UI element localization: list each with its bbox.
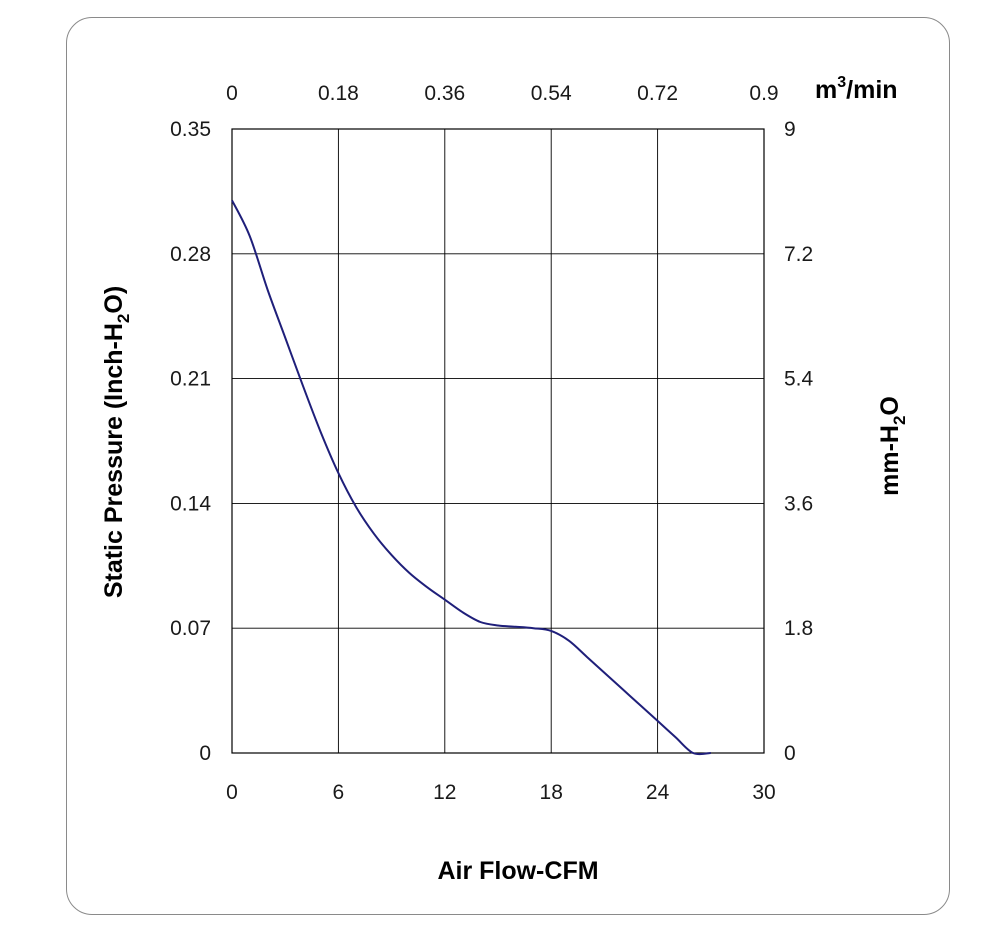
y2-tick-label: 7.2: [784, 243, 813, 266]
x-tick-labels: 0 6 12 18 24 30: [226, 781, 776, 804]
y-axis-title-left: Static Pressure (Inch-H2O): [100, 286, 133, 598]
y-tick-label: 0: [199, 742, 211, 765]
chart-frame: [66, 17, 950, 915]
x2-axis-title-main: m: [815, 76, 837, 104]
x2-axis-title-end: /min: [846, 76, 897, 104]
y-tick-label: 0.14: [170, 492, 211, 515]
x2-axis-title-sup: 3: [837, 74, 846, 91]
y2-tick-label: 0: [784, 742, 796, 765]
x-tick-label: 18: [540, 781, 563, 804]
y-axis-title-right-sub: 2: [890, 416, 909, 425]
y-axis-title-left-main: Static Pressure (Inch-H: [100, 323, 128, 598]
y2-tick-label: 1.8: [784, 617, 813, 640]
x2-tick-label: 0.18: [318, 82, 359, 105]
y-axis-title-left-end: O): [100, 286, 128, 314]
pq-curve-line: [231, 199, 711, 756]
y-axis-title-right: mm-H2O: [876, 396, 909, 496]
y-axis-title-right-end: O: [876, 396, 904, 415]
y2-tick-label: 9: [784, 118, 796, 141]
plot-border: [231, 128, 765, 754]
x2-tick-label: 0.36: [424, 82, 465, 105]
x-tick-label: 30: [752, 781, 775, 804]
x-tick-label: 12: [433, 781, 456, 804]
grid-lines: [232, 129, 764, 753]
x2-tick-labels: 0 0.18 0.36 0.54 0.72 0.9: [226, 82, 778, 105]
x-tick-label: 0: [226, 781, 238, 804]
y-tick-labels: 0 0.07 0.14 0.21 0.28 0.35: [170, 118, 211, 765]
y-tick-label: 0.35: [170, 118, 211, 141]
x2-tick-label: 0: [226, 82, 238, 105]
y-tick-label: 0.28: [170, 243, 211, 266]
x-tick-label: 6: [333, 781, 345, 804]
y-axis-title-right-main: mm-H: [876, 425, 904, 496]
x2-tick-label: 0.54: [531, 82, 572, 105]
x-axis-title: Air Flow-CFM: [437, 857, 598, 885]
x2-tick-label: 0.72: [637, 82, 678, 105]
x2-axis-title: m3/min: [815, 74, 898, 104]
x2-tick-label: 0.9: [749, 82, 778, 105]
y2-tick-labels: 0 1.8 3.6 5.4 7.2 9: [784, 118, 814, 765]
x-tick-label: 24: [646, 781, 670, 804]
y2-tick-label: 5.4: [784, 368, 814, 391]
y-tick-label: 0.21: [170, 368, 211, 391]
y-tick-label: 0.07: [170, 617, 211, 640]
y-axis-title-left-sub: 2: [114, 314, 133, 323]
y2-tick-label: 3.6: [784, 492, 813, 515]
